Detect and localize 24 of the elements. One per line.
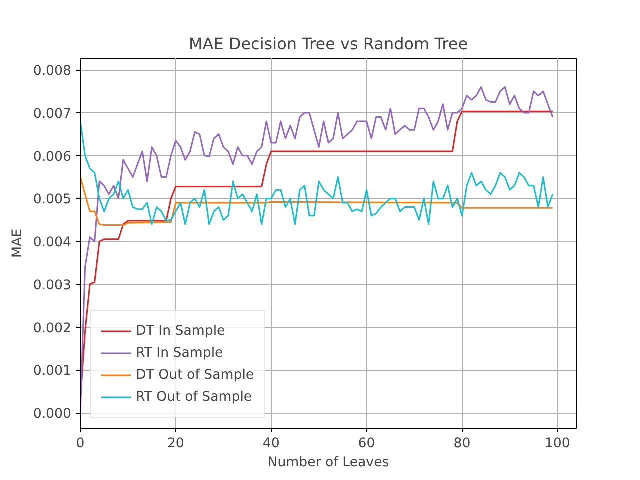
legend-label: DT In Sample bbox=[136, 324, 226, 338]
legend-label: DT Out of Sample bbox=[136, 368, 254, 382]
x-axis-title: Number of Leaves bbox=[268, 456, 390, 470]
y-tick-label: 0.007 bbox=[33, 106, 72, 122]
y-tick-label: 0.001 bbox=[33, 364, 72, 380]
x-tick-label: 100 bbox=[544, 436, 570, 452]
y-tick-label: 0.006 bbox=[33, 150, 72, 165]
y-tick-label: 0.004 bbox=[33, 236, 72, 251]
chart-title: MAE Decision Tree vs Random Tree bbox=[188, 34, 468, 54]
x-tick-label: 40 bbox=[262, 436, 280, 452]
y-tick-label: 0.003 bbox=[33, 278, 72, 294]
y-tick-label: 0.002 bbox=[33, 321, 72, 336]
line-series bbox=[80, 176, 554, 226]
legend-label: RT Out of Sample bbox=[136, 390, 252, 404]
y-tick-label: 0.008 bbox=[33, 64, 72, 80]
legend-label: RT In Sample bbox=[136, 346, 224, 360]
x-tick-label: 80 bbox=[454, 436, 471, 452]
x-tick-label: 60 bbox=[358, 436, 376, 452]
y-tick-label: 0.000 bbox=[33, 407, 72, 422]
y-tick-label: 0.005 bbox=[33, 192, 72, 208]
y-axis-title: MAE bbox=[10, 228, 26, 258]
line-series bbox=[80, 120, 554, 226]
x-tick-label: 20 bbox=[167, 436, 184, 452]
x-tick-label: 0 bbox=[76, 436, 85, 452]
